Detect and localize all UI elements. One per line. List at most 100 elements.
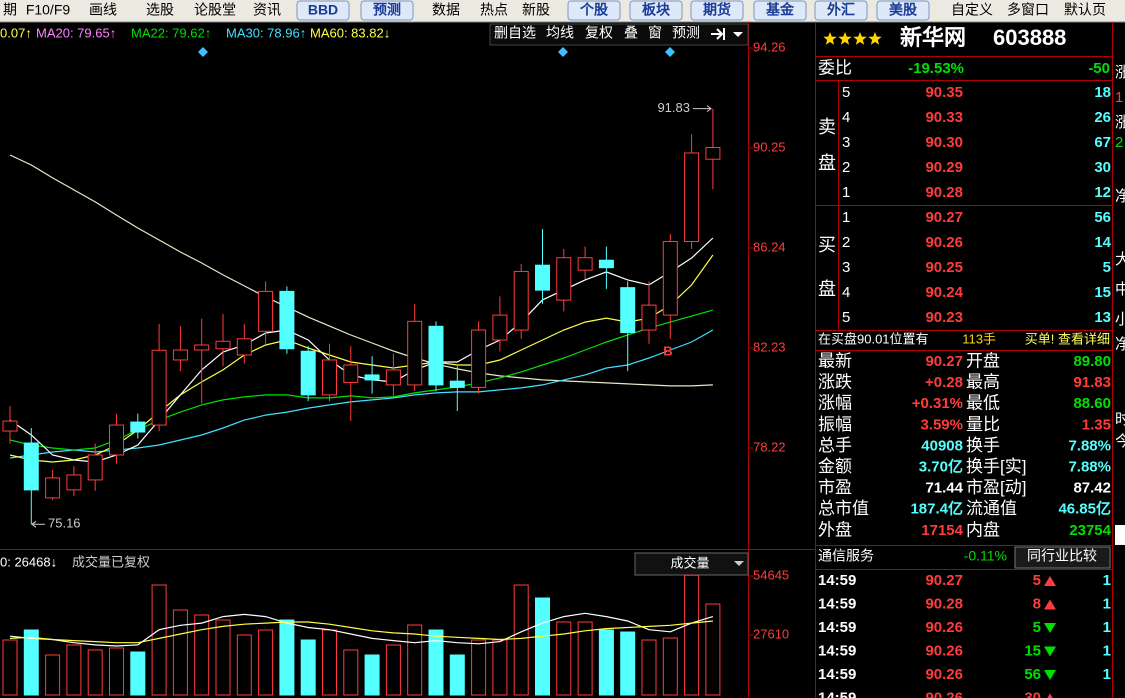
volume-bar: [109, 647, 124, 696]
candle-body: [556, 257, 572, 301]
book-level: 2: [842, 234, 850, 251]
toolbar-item[interactable]: 数据: [432, 2, 460, 18]
toolbar-button[interactable]: [814, 0, 868, 21]
compare-button[interactable]: 同行业比较: [1027, 548, 1097, 564]
stat-value: 1.35: [1082, 416, 1111, 433]
toolbar-item[interactable]: 自定义: [951, 2, 993, 18]
volume-bar: [598, 629, 614, 696]
toolbar-item[interactable]: 默认页: [1064, 2, 1106, 18]
toolbar-button[interactable]: [296, 0, 350, 21]
toolbar-button[interactable]: [629, 0, 683, 21]
toolbar-item[interactable]: 论股堂: [194, 2, 236, 18]
toolbar-item[interactable]: 外汇: [827, 2, 855, 18]
compare-button-bg[interactable]: [1014, 546, 1111, 569]
trade-time: 14:59: [818, 642, 856, 659]
candle-body: [705, 147, 721, 160]
volume-bar: [87, 649, 103, 696]
y-tick-label: 90.25: [753, 139, 786, 154]
candle-body: [172, 349, 188, 361]
chart-button[interactable]: 复权: [585, 25, 613, 41]
toolbar-button[interactable]: [567, 0, 621, 21]
candle-body: [471, 329, 487, 388]
y-tick-label: 86.24: [753, 239, 786, 254]
stat-label: 换手[实]: [966, 457, 1026, 476]
volume-selector[interactable]: 成交量: [670, 555, 709, 570]
book-volume: 12: [1094, 184, 1111, 201]
trade-arrow: [1044, 623, 1056, 633]
trade-volume: 30: [1024, 689, 1041, 698]
book-price: 90.33: [925, 109, 963, 126]
toolbar-item[interactable]: 预测: [373, 2, 401, 18]
book-volume: 56: [1094, 209, 1111, 226]
toolbar-item[interactable]: F10/F9: [26, 2, 71, 18]
industry-change: -0.11%: [964, 548, 1007, 564]
candle-body: [684, 152, 700, 243]
volume-bar: [620, 631, 636, 696]
y-tick-label: 54645: [753, 567, 789, 582]
toolbar-button[interactable]: [753, 0, 807, 21]
toolbar-button[interactable]: [876, 0, 930, 21]
toolbar-item[interactable]: 选股: [146, 2, 174, 18]
book-price: 90.28: [925, 184, 963, 201]
trade-volume: 5: [1033, 572, 1041, 589]
volume-bar: [215, 619, 231, 696]
toolbar-item[interactable]: 美股: [889, 2, 918, 18]
stat-value: 7.88%: [1068, 437, 1111, 454]
stat-value: +0.31%: [912, 395, 963, 412]
ma-legend: MA30: 78.96↑: [226, 25, 306, 40]
ma-legend: MA20: 79.65↑: [36, 25, 116, 40]
toolbar-item[interactable]: 基金: [766, 2, 795, 18]
candle-body: [385, 369, 401, 386]
toolbar-item[interactable]: 新股: [522, 2, 550, 18]
toolbar-item[interactable]: BBD: [308, 2, 338, 18]
volume-bar: [194, 614, 210, 696]
trade-count: 1: [1103, 642, 1111, 659]
toolbar-item[interactable]: 个股: [579, 2, 609, 18]
book-volume: 30: [1094, 159, 1111, 176]
toolbar-button[interactable]: [690, 0, 744, 21]
toolbar-button[interactable]: [360, 0, 414, 21]
chart-button[interactable]: 删自选: [494, 25, 536, 41]
toolbar-item[interactable]: 板块: [642, 2, 671, 18]
chart-button[interactable]: 均线: [546, 25, 574, 41]
toolbar-item[interactable]: 资讯: [253, 2, 281, 18]
candle-body: [641, 304, 657, 331]
candle-body: [513, 270, 529, 331]
volume-bar: [45, 654, 61, 696]
stat-label: 涨跌: [818, 373, 852, 392]
trade-arrow: [1044, 670, 1056, 680]
toolbar-item[interactable]: 热点: [480, 2, 508, 18]
notice-link[interactable]: 买单! 查看详细: [1025, 331, 1110, 346]
ma-line: [9, 309, 714, 451]
menu-icon[interactable]: [733, 32, 743, 37]
volume-bar: [577, 621, 593, 696]
candle-body: [364, 374, 380, 381]
stat-label: 外盘: [818, 520, 852, 539]
book-volume: 26: [1094, 109, 1111, 126]
toolbar-item[interactable]: 画线: [89, 2, 117, 18]
candle-body: [577, 257, 593, 271]
volume-bar: [322, 629, 337, 696]
book-label: 卖: [818, 117, 836, 137]
toolbar-item[interactable]: 期货: [703, 2, 731, 18]
stat-label: 总手: [818, 436, 852, 455]
candle-body: [2, 420, 18, 432]
ma-line: [9, 329, 714, 459]
star: [823, 32, 837, 45]
toolbar-item[interactable]: 期: [3, 2, 17, 18]
chart-button[interactable]: 预测: [672, 25, 700, 41]
toolbar-item[interactable]: 多窗口: [1007, 2, 1049, 18]
chart-button[interactable]: 叠: [624, 25, 638, 41]
chart-button[interactable]: 窗: [648, 25, 662, 41]
stat-label: 开盘: [966, 351, 1000, 370]
volume-header: 0: 26468↓: [0, 554, 57, 569]
event-marker: [665, 47, 675, 57]
collapse-icon[interactable]: [711, 28, 725, 40]
candle-body: [151, 349, 167, 426]
dropdown-icon[interactable]: [734, 561, 744, 566]
volume-bar: [258, 629, 274, 696]
stock-code: 603888: [993, 25, 1066, 50]
star: [838, 32, 852, 45]
chart-buttons-bg: [489, 23, 749, 46]
